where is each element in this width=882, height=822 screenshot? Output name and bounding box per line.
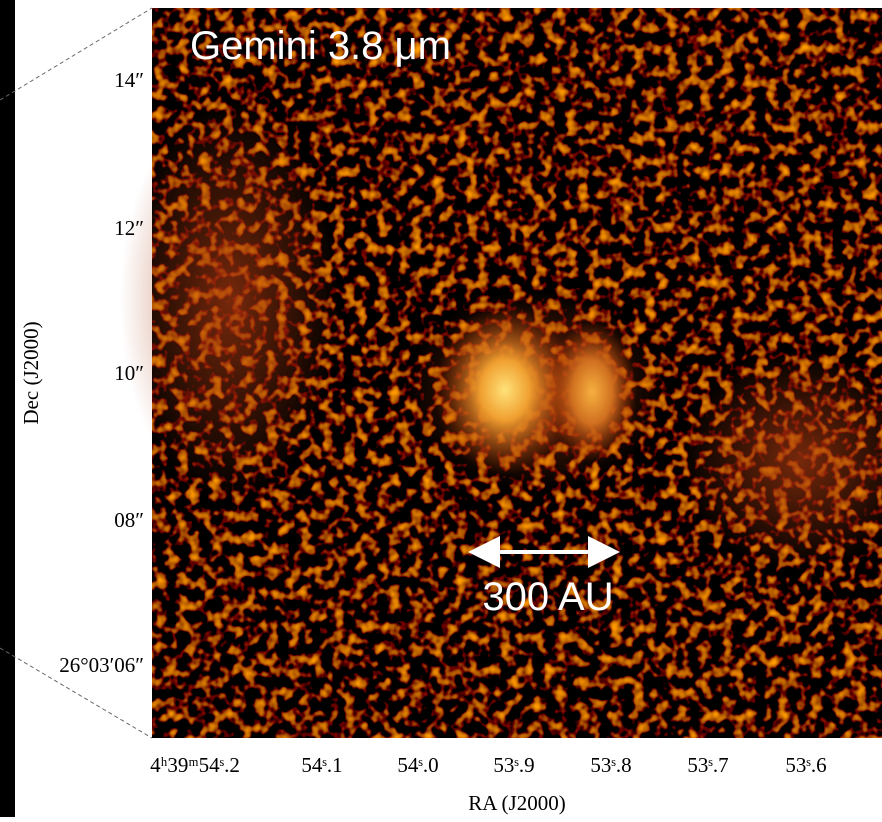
left-strip: [0, 0, 15, 817]
x-tick-label: 53ˢ.8: [590, 753, 631, 777]
y-tick-label: 26°03′06″: [59, 653, 144, 677]
x-tick-label: 4ʰ39ᵐ54ˢ.2: [150, 753, 240, 777]
y-ticks: 14″ 12″ 10″ 08″ 26°03′06″: [59, 68, 144, 677]
scale-label: 300 AU: [482, 575, 613, 619]
y-tick-label: 10″: [114, 361, 144, 385]
x-tick-label: 54ˢ.1: [301, 753, 342, 777]
x-tick-label: 53ˢ.7: [687, 753, 728, 777]
y-axis-label: Dec (J2000): [19, 321, 43, 424]
image: [120, 8, 882, 738]
x-tick-label: 53ˢ.9: [493, 753, 534, 777]
y-tick-label: 12″: [114, 216, 144, 240]
image-title: Gemini 3.8 μm: [190, 24, 451, 68]
y-tick-label: 14″: [114, 68, 144, 92]
x-ticks: 4ʰ39ᵐ54ˢ.2 54ˢ.1 54ˢ.0 53ˢ.9 53ˢ.8 53ˢ.7 53ˢ.6: [150, 753, 826, 777]
figure: Gemini 3.8 μm 300 AU Dec (J2000) RA (J20…: [0, 0, 882, 817]
x-axis-label: RA (J2000): [468, 791, 565, 815]
y-tick-label: 08″: [114, 508, 144, 532]
x-tick-label: 54ˢ.0: [397, 753, 438, 777]
x-tick-label: 53ˢ.6: [785, 753, 826, 777]
